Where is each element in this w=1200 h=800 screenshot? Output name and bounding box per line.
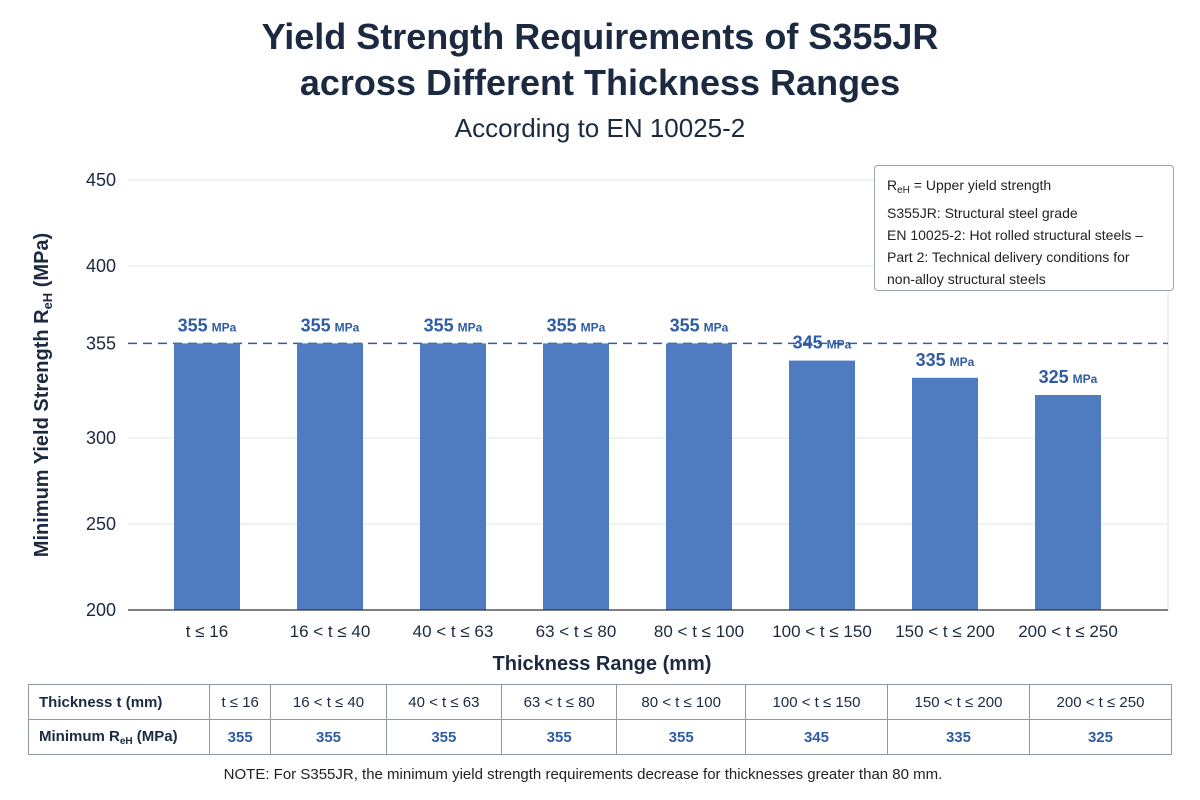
bar-value-label: 355 MPa xyxy=(301,315,360,335)
table-cell: t ≤ 16 xyxy=(208,684,272,720)
table-cell: 80 < t ≤ 100 xyxy=(616,684,746,720)
bar xyxy=(1035,395,1101,610)
bars xyxy=(174,343,1101,610)
table-cell: 150 < t ≤ 200 xyxy=(886,684,1030,720)
x-tick-label: t ≤ 16 xyxy=(186,622,228,641)
y-axis-title-prefix: Minimum Yield Strength R xyxy=(31,309,53,557)
row-header-prefix: Minimum R xyxy=(39,727,120,745)
legend-box: ReH = Upper yield strength S355JR: Struc… xyxy=(874,165,1174,291)
table-cell: 200 < t ≤ 250 xyxy=(1028,684,1173,720)
bar-value-label: 325 MPa xyxy=(1039,367,1098,387)
y-axis-title-sub: eH xyxy=(40,293,55,310)
row-header-suffix: (MPa) xyxy=(132,727,178,745)
chart-title-line2: across Different Thickness Ranges xyxy=(299,62,901,103)
bar xyxy=(297,343,363,610)
bar-value-label: 355 MPa xyxy=(424,315,483,335)
chart-subtitle: According to EN 10025-2 xyxy=(454,113,746,143)
bar xyxy=(543,343,609,610)
bar-value-label: 345 MPa xyxy=(793,333,852,353)
table-cell-value: 335 xyxy=(886,719,1030,755)
table-cell-value: 355 xyxy=(270,719,387,755)
bar xyxy=(420,343,486,610)
x-axis-title: Thickness Range (mm) xyxy=(493,653,712,675)
x-axis-ticks: t ≤ 16 16 < t ≤ 40 40 < t ≤ 63 63 < t ≤ 80 8… xyxy=(186,622,1118,641)
bar xyxy=(789,360,855,610)
y-tick-label: 400 xyxy=(86,256,116,276)
legend-line-3: EN 10025-2: Hot rolled structural steels… xyxy=(887,227,1144,243)
table-row-header: Thickness t (mm) xyxy=(28,684,210,720)
legend-line-5: non-alloy structural steels xyxy=(887,271,1046,287)
legend-line1-text: = Upper yield strength xyxy=(909,177,1052,193)
legend-line-2: S355JR: Structural steel grade xyxy=(887,205,1078,221)
y-tick-label: 300 xyxy=(86,428,116,448)
bar-value-label: 355 MPa xyxy=(670,315,729,335)
bar-chart: 200 250 300 355 400 450 t ≤ 16 16 < t ≤ 40 40 <… xyxy=(31,170,1169,675)
y-axis-title: Minimum Yield Strength ReH (MPa) xyxy=(31,233,55,557)
table-cell-value: 355 xyxy=(616,719,746,755)
x-tick-label: 100 < t ≤ 150 xyxy=(772,622,872,641)
bar-value-label: 335 MPa xyxy=(916,350,975,370)
y-tick-label: 250 xyxy=(86,514,116,534)
row-header-sub: eH xyxy=(119,735,133,747)
table-cell: 63 < t ≤ 80 xyxy=(501,684,618,720)
bar xyxy=(666,343,732,610)
x-tick-label: 16 < t ≤ 40 xyxy=(290,622,371,641)
table-cell: 100 < t ≤ 150 xyxy=(745,684,888,720)
bar-value-labels: 355 MPa 355 MPa 355 MPa 355 MPa 355 MPa 345 MPa 335 M… xyxy=(178,315,1098,387)
bar xyxy=(912,377,978,610)
footnote: NOTE: For S355JR, the minimum yield stre… xyxy=(223,766,943,783)
table-row-header: Minimum ReH (MPa) xyxy=(28,719,210,755)
y-tick-label: 200 xyxy=(86,600,116,620)
table-cell: 16 < t ≤ 40 xyxy=(270,684,387,720)
x-tick-label: 150 < t ≤ 200 xyxy=(895,622,995,641)
bar-value-label: 355 MPa xyxy=(178,315,237,335)
chart-title-line1: Yield Strength Requirements of S355JR xyxy=(261,16,939,57)
table-cell-value: 325 xyxy=(1028,719,1173,755)
legend-symbol: R xyxy=(887,177,898,193)
table-cell-value: 355 xyxy=(208,719,272,755)
bar-value-label: 355 MPa xyxy=(547,315,606,335)
table-cell-value: 355 xyxy=(501,719,618,755)
bar xyxy=(174,343,240,610)
x-tick-label: 200 < t ≤ 250 xyxy=(1018,622,1118,641)
data-table: Thickness t (mm) t ≤ 16 16 < t ≤ 40 40 <… xyxy=(28,684,1173,755)
table-cell-value: 345 xyxy=(745,719,888,755)
table-cell-value: 355 xyxy=(385,719,503,755)
legend-symbol-sub: eH xyxy=(897,185,910,196)
y-tick-label: 355 xyxy=(86,333,116,353)
legend-line-4: Part 2: Technical delivery conditions fo… xyxy=(887,249,1130,265)
x-tick-label: 80 < t ≤ 100 xyxy=(654,622,744,641)
legend-line-1: ReH = Upper yield strength xyxy=(887,174,1161,202)
y-axis-ticks: 200 250 300 355 400 450 xyxy=(86,170,116,620)
table-cell: 40 < t ≤ 63 xyxy=(385,684,503,720)
y-tick-label: 450 xyxy=(86,170,116,190)
x-tick-label: 63 < t ≤ 80 xyxy=(536,622,617,641)
x-tick-label: 40 < t ≤ 63 xyxy=(413,622,494,641)
y-axis-title-suffix: (MPa) xyxy=(31,233,53,293)
table-row-thickness: Thickness t (mm) t ≤ 16 16 < t ≤ 40 40 <… xyxy=(28,684,1173,720)
table-row-yield: Minimum ReH (MPa) 355 355 355 355 355 34… xyxy=(28,719,1173,755)
